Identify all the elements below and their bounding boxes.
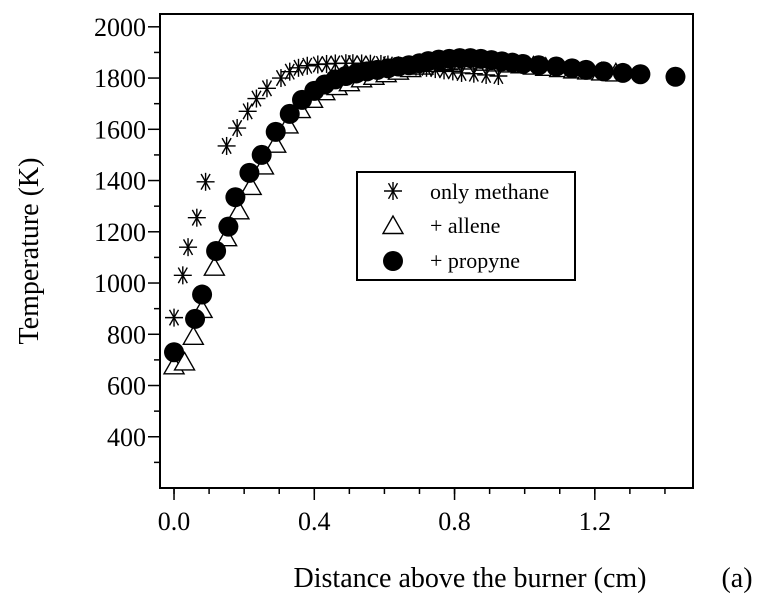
panel-label: (a): [721, 563, 752, 594]
allene-point: [215, 226, 238, 247]
x-tick-label: 1.2: [579, 507, 612, 536]
methane-point: [298, 56, 317, 75]
methane-point: [289, 58, 308, 77]
legend-marker-allene: [381, 214, 405, 235]
legend-label-propyne: + propyne: [430, 248, 520, 273]
methane-point: [238, 102, 257, 121]
propyne-point: [279, 103, 300, 124]
series-methane: [165, 54, 508, 327]
y-tick-label: 800: [107, 320, 146, 349]
propyne-point: [192, 284, 213, 305]
y-tick-label: 400: [107, 423, 146, 452]
methane-point: [417, 58, 436, 77]
legend-marker-only-methane: [384, 182, 402, 200]
legend-label-allene: + allene: [430, 213, 500, 238]
x-tick-label: 0.4: [298, 507, 331, 536]
x-axis-title: Distance above the burner (cm): [294, 563, 647, 594]
x-tick-label: 0.0: [158, 507, 191, 536]
allene-point: [203, 256, 226, 276]
y-tick-label: 1600: [94, 115, 146, 144]
propyne-point: [251, 144, 272, 165]
methane-point: [361, 54, 380, 73]
propyne-point: [576, 59, 597, 80]
y-tick-label: 1000: [94, 269, 146, 298]
y-tick-label: 600: [107, 372, 146, 401]
allene-point: [239, 175, 263, 196]
propyne-point: [218, 216, 239, 237]
methane-point: [247, 89, 266, 108]
y-axis-ticks: 400 600 800 1000 1200 1400 1600 1800 2000: [94, 13, 160, 464]
y-tick-label: 1800: [94, 64, 146, 93]
y-axis-title: Temperature (K): [14, 158, 45, 345]
methane-point: [435, 61, 454, 80]
methane-point: [165, 308, 184, 327]
methane-point: [378, 55, 397, 74]
propyne-point: [239, 162, 260, 183]
y-tick-label: 1400: [94, 167, 146, 196]
methane-point: [196, 172, 215, 191]
methane-point: [489, 67, 508, 86]
methane-point: [173, 266, 192, 285]
x-tick-label: 0.8: [438, 507, 471, 536]
allene-point: [173, 351, 196, 371]
data-series: [162, 48, 686, 375]
legend-marker-propyne: [383, 251, 403, 271]
propyne-point: [185, 308, 206, 329]
methane-point: [452, 63, 471, 82]
y-tick-label: 1200: [94, 218, 146, 247]
propyne-point: [206, 241, 227, 261]
methane-point: [187, 208, 206, 227]
methane-point: [228, 119, 247, 138]
propyne-point: [593, 61, 614, 82]
propyne-point: [665, 66, 686, 87]
legend-label-only-methane: only methane: [430, 179, 549, 204]
methane-point: [464, 64, 483, 83]
methane-point: [398, 56, 417, 75]
methane-point: [179, 238, 198, 257]
legend: only methane + allene + propyne: [356, 171, 576, 281]
methane-point: [426, 60, 445, 79]
propyne-point: [630, 64, 651, 85]
x-axis-ticks: 0.0 0.4 0.8 1.2: [158, 488, 666, 536]
propyne-point: [265, 121, 286, 142]
series-propyne: [164, 48, 686, 363]
plot-area-frame: [159, 13, 694, 489]
methane-point: [217, 136, 236, 155]
propyne-point: [225, 187, 246, 208]
allene-point: [227, 199, 251, 220]
propyne-point: [512, 53, 533, 74]
y-tick-label: 2000: [94, 13, 146, 42]
methane-point: [443, 62, 462, 81]
methane-point: [406, 57, 425, 76]
methane-point: [257, 79, 276, 98]
legend-markers: [381, 182, 405, 271]
propyne-point: [546, 56, 567, 77]
propyne-point: [164, 342, 185, 363]
methane-point: [477, 65, 496, 84]
allene-point: [264, 133, 287, 153]
propyne-point: [612, 62, 633, 83]
allene-point: [182, 325, 205, 346]
propyne-point: [528, 55, 549, 76]
